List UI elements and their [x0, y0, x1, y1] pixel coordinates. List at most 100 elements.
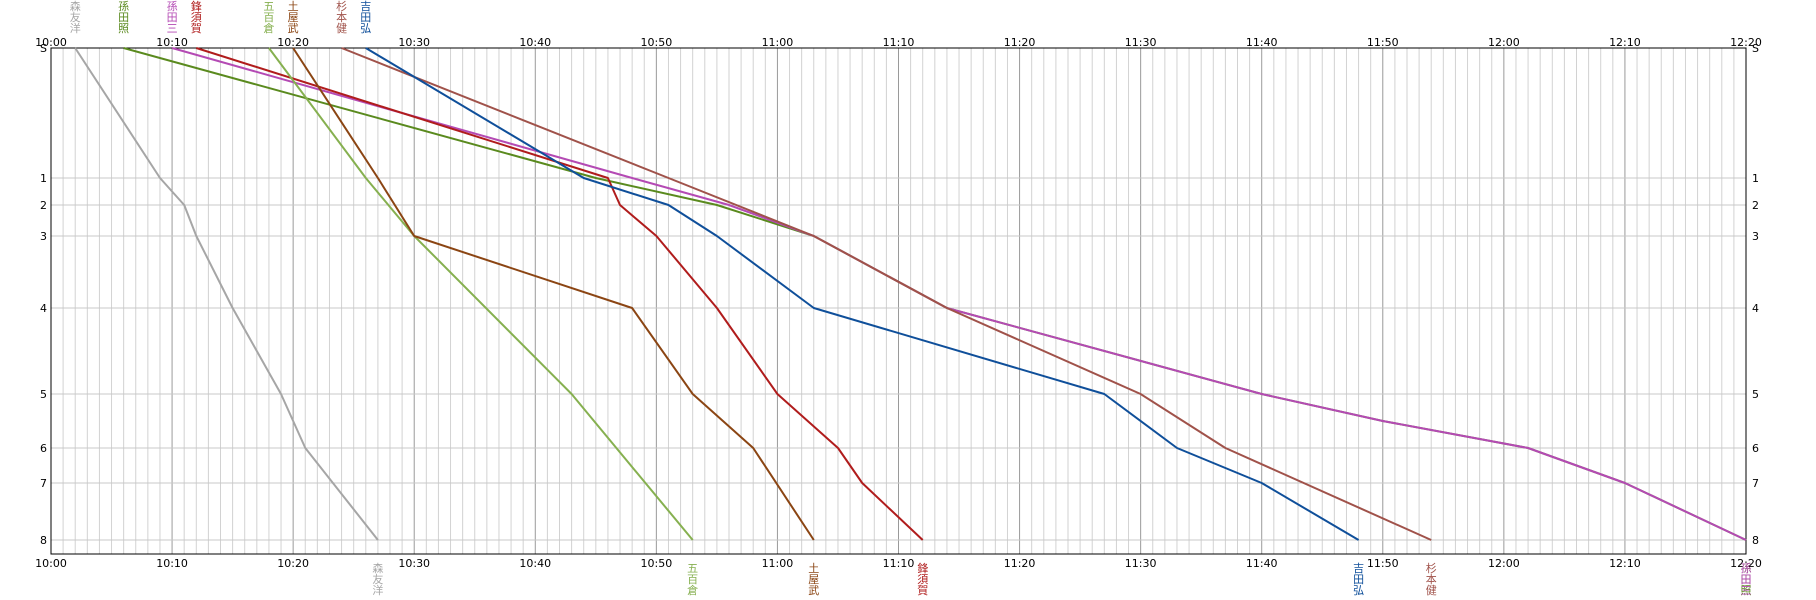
y-tick-label-right: 2	[1752, 199, 1759, 212]
x-tick-label-bottom: 10:20	[277, 557, 309, 570]
runner-label-char: 弘	[1353, 584, 1364, 597]
runner-label-char: 友	[372, 572, 383, 586]
x-tick-label-bottom: 11:50	[1367, 557, 1399, 570]
x-tick-label-bottom: 10:30	[398, 557, 430, 570]
x-tick-label-bottom: 12:20	[1730, 557, 1762, 570]
x-tick-label-bottom: 11:20	[1004, 557, 1036, 570]
series-line-0	[74, 47, 379, 541]
runner-label-char: 須	[917, 573, 928, 586]
runner-label-char: 洋	[70, 21, 81, 35]
series-lines	[74, 47, 1747, 541]
runner-label-char: 三	[1741, 584, 1752, 597]
y-tick-label-right: 7	[1752, 477, 1759, 490]
series-line-5	[292, 47, 815, 541]
runner-label-top: 五百倉	[263, 0, 274, 35]
runner-label-bottom: 吉田弘	[1353, 562, 1364, 597]
runner-label-bottom: 森友洋	[372, 561, 383, 597]
y-tick-label-left: 2	[40, 199, 47, 212]
runner-label-bottom: 孫田照	[1741, 562, 1752, 597]
x-tick-label-top: 10:20	[277, 36, 309, 49]
runner-label-top: 孫田三	[167, 0, 178, 35]
y-tick-label-right: 3	[1752, 230, 1759, 243]
y-tick-label-right: 6	[1752, 442, 1759, 455]
runner-label-char: 森	[70, 0, 81, 13]
runner-label-char: 武	[288, 22, 299, 35]
x-tick-label-top: 11:50	[1367, 36, 1399, 49]
runner-label-char: 弘	[360, 22, 371, 35]
runner-label-top: 土屋武	[288, 0, 299, 35]
x-tick-label-top: 11:40	[1246, 36, 1278, 49]
x-tick-label-bottom: 11:00	[762, 557, 794, 570]
runner-label-top: 鋒須賀	[191, 0, 202, 35]
axes: 10:00 10:00 10:10 10:10 10:20 10:20 10:30 10:30…	[35, 36, 1762, 570]
x-tick-label-bottom: 11:10	[883, 557, 915, 570]
runner-label-char: 森	[372, 561, 383, 575]
runner-label-char: 吉	[360, 0, 371, 13]
series-line-2	[171, 47, 1747, 541]
runner-label-char: 本	[336, 10, 347, 24]
runner-label-char: 五	[687, 562, 698, 575]
runner-label-char: 健	[336, 22, 347, 35]
x-tick-label-bottom: 10:00	[35, 557, 67, 570]
runner-label-char: 須	[191, 11, 202, 24]
x-tick-label-bottom: 12:10	[1609, 557, 1641, 570]
runner-label-char: 百	[687, 573, 698, 586]
runner-label-char: 賀	[917, 584, 928, 597]
runner-label-char: 鋒	[917, 561, 928, 575]
runner-label-char: 洋	[372, 583, 383, 597]
runner-label-char: 田	[167, 11, 178, 24]
runner-label-char: 屋	[808, 573, 819, 586]
runner-label-char: 田	[118, 11, 129, 24]
runner-label-char: 田	[1741, 573, 1752, 586]
runner-label-top: 孫田照	[118, 0, 129, 35]
runner-label-char: 屋	[288, 11, 299, 24]
y-tick-label-left: S	[40, 42, 47, 55]
runner-label-bottom: 杉本健	[1426, 561, 1437, 597]
runner-label-char: 百	[263, 11, 274, 24]
x-tick-label-bottom: 11:30	[1125, 557, 1157, 570]
runner-labels: 森友洋森友洋孫田照孫田照孫田三孫田三鋒須賀鋒須賀五百倉五百倉土屋武土屋武杉本健杉…	[70, 0, 1752, 597]
runner-label-char: 倉	[263, 21, 274, 35]
runner-label-char: 田	[360, 11, 371, 24]
x-tick-label-top: 10:30	[398, 36, 430, 49]
runner-label-char: 孫	[1741, 562, 1752, 575]
x-tick-label-top: 12:00	[1488, 36, 1520, 49]
runner-label-top: 吉田弘	[360, 0, 371, 35]
x-tick-label-top: 10:10	[156, 36, 188, 49]
runner-label-char: 吉	[1353, 562, 1364, 575]
runner-label-char: 孫	[118, 0, 129, 13]
y-tick-label-right: 4	[1752, 302, 1759, 315]
runner-label-char: 孫	[1741, 562, 1752, 575]
series-line-7	[365, 47, 1360, 541]
runner-label-top: 杉本健	[336, 0, 347, 35]
y-tick-label-left: 4	[40, 302, 47, 315]
y-tick-label-left: 8	[40, 534, 47, 547]
y-tick-label-left: 5	[40, 388, 47, 401]
series-line-4	[268, 47, 694, 541]
runner-label-char: 五	[263, 0, 274, 13]
runner-label-char: 本	[1426, 572, 1437, 586]
y-tick-label-right: 8	[1752, 534, 1759, 547]
runner-label-char: 土	[808, 562, 819, 575]
y-tick-label-right: 5	[1752, 388, 1759, 401]
runner-label-char: 倉	[687, 583, 698, 597]
x-tick-label-top: 11:00	[762, 36, 794, 49]
runner-label-char: 田	[1741, 573, 1752, 586]
x-tick-label-top: 12:10	[1609, 36, 1641, 49]
x-tick-label-top: 12:20	[1730, 36, 1762, 49]
x-tick-label-bottom: 10:50	[641, 557, 673, 570]
plot-frame	[50, 47, 1747, 555]
runner-label-bottom: 鋒須賀	[917, 561, 928, 597]
runner-label-char: 田	[1353, 573, 1364, 586]
runner-label-bottom: 孫田三	[1741, 562, 1752, 597]
runner-label-char: 土	[288, 0, 299, 13]
runner-label-bottom: 土屋武	[808, 562, 819, 597]
runner-label-char: 照	[118, 22, 129, 35]
x-tick-label-bottom: 12:00	[1488, 557, 1520, 570]
runner-label-char: 三	[167, 22, 178, 35]
grid	[50, 47, 1747, 554]
x-tick-label-top: 11:20	[1004, 36, 1036, 49]
x-tick-label-bottom: 11:40	[1246, 557, 1278, 570]
x-tick-label-top: 10:40	[519, 36, 551, 49]
runner-label-char: 健	[1426, 584, 1437, 597]
